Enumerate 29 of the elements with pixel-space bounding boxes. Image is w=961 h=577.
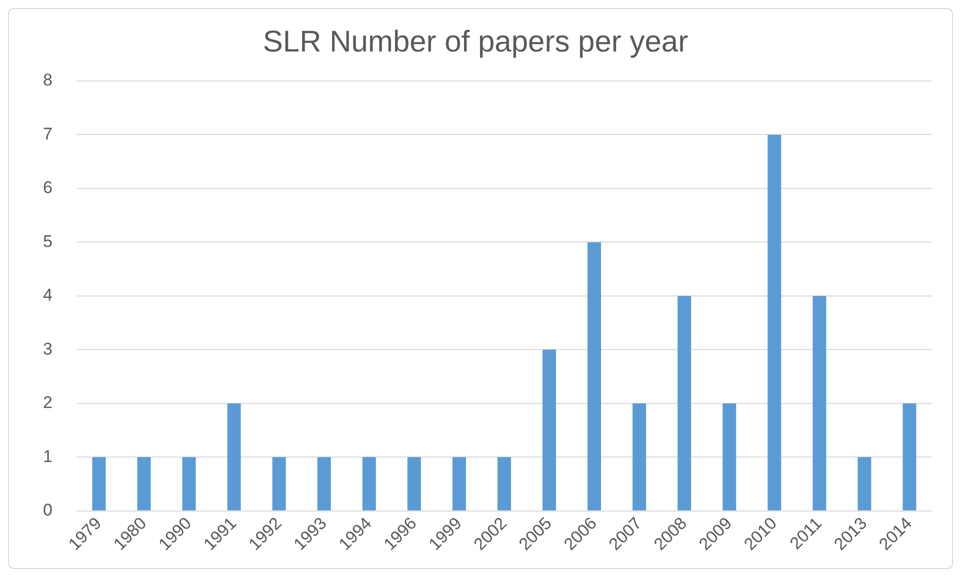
y-tick-label: 3 (42, 339, 52, 358)
bar (858, 457, 872, 510)
bar (722, 403, 736, 510)
y-tick-label: 7 (42, 124, 52, 144)
bar (497, 457, 511, 510)
bar (362, 457, 376, 510)
bar (227, 403, 241, 510)
bar (317, 457, 331, 510)
bar (182, 457, 196, 510)
bar (588, 242, 602, 510)
bar (678, 296, 692, 510)
bar (902, 403, 916, 510)
y-tick-label: 1 (42, 446, 52, 466)
y-tick-label: 4 (42, 286, 52, 305)
y-tick-label: 2 (42, 393, 52, 412)
bar (92, 457, 106, 510)
chart-title: SLR Number of papers per year (262, 25, 688, 58)
bar (272, 457, 286, 510)
bar (632, 403, 646, 510)
bar (137, 457, 151, 510)
bar (812, 296, 826, 510)
y-tick-label: 5 (42, 232, 52, 251)
y-tick-label: 6 (42, 178, 52, 198)
y-tick-label: 0 (42, 500, 52, 520)
y-tick-label: 8 (42, 70, 52, 90)
bar (542, 350, 556, 510)
bar (768, 134, 782, 510)
bar (407, 457, 421, 510)
bar (452, 457, 466, 510)
